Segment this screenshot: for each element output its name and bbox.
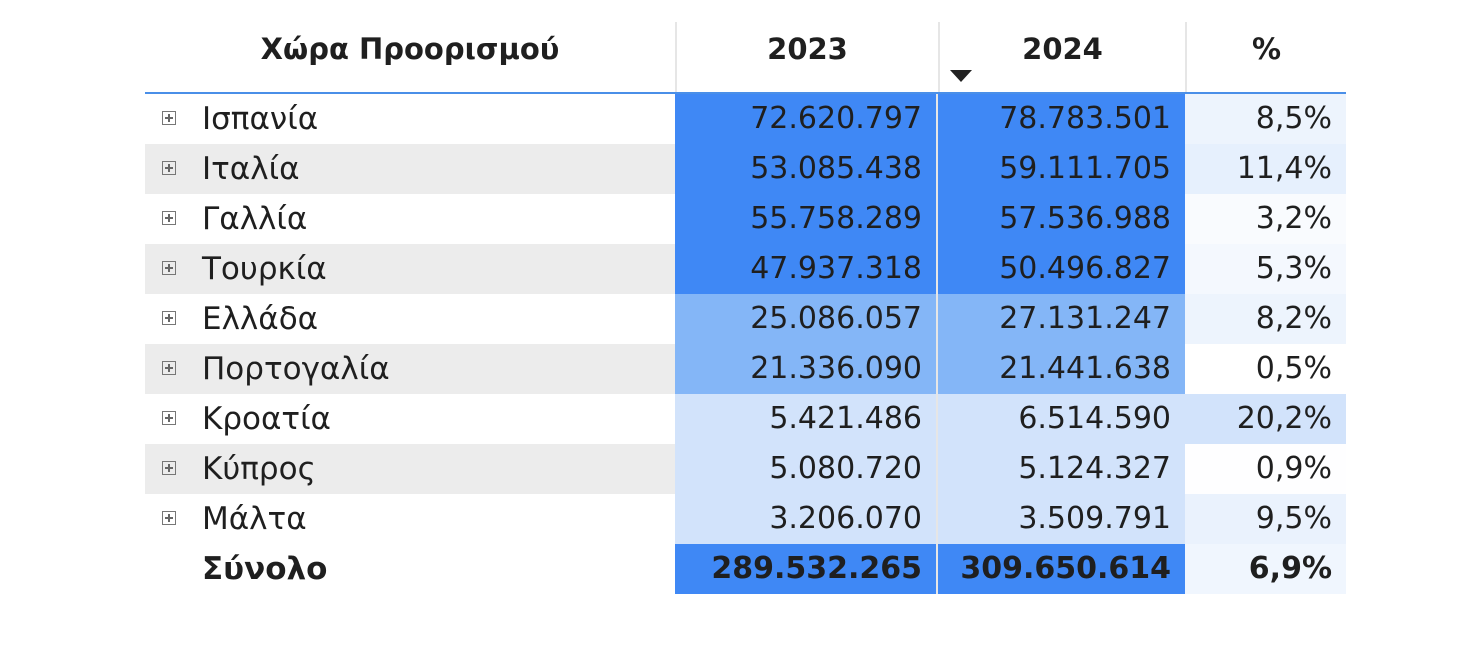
value-2024-cell: 59.111.705: [938, 144, 1185, 194]
total-2023-cell: 289.532.265: [675, 544, 938, 594]
total-2024-cell: 309.650.614: [938, 544, 1185, 594]
pct-change-cell: 5,3%: [1185, 244, 1346, 294]
value-2023-cell: 5.421.486: [675, 394, 938, 444]
country-cell-content: Κροατία: [145, 394, 675, 444]
country-cell-content: Τουρκία: [145, 244, 675, 294]
table-row: Κροατία 5.421.486 6.514.590 20,2%: [145, 394, 1346, 444]
value-2023-cell: 47.937.318: [675, 244, 938, 294]
country-cell: Μάλτα: [145, 494, 675, 544]
value-2024-cell: 5.124.327: [938, 444, 1185, 494]
country-cell-content: Κύπρος: [145, 444, 675, 494]
pct-change-cell: 8,2%: [1185, 294, 1346, 344]
country-cell-content: Πορτογαλία: [145, 344, 675, 394]
total-label: Σύνολο: [202, 551, 328, 587]
expand-icon[interactable]: [162, 111, 176, 125]
value-2024-cell: 27.131.247: [938, 294, 1185, 344]
expand-icon[interactable]: [162, 511, 176, 525]
expand-icon[interactable]: [162, 461, 176, 475]
country-cell: Ιταλία: [145, 144, 675, 194]
value-2024-cell: 6.514.590: [938, 394, 1185, 444]
table-row: Ιταλία 53.085.438 59.111.705 11,4%: [145, 144, 1346, 194]
column-header-2024[interactable]: 2024: [938, 22, 1185, 92]
country-cell-content: Ισπανία: [145, 94, 675, 144]
header-row: Χώρα Προορισμού 2023 2024 %: [145, 22, 1346, 94]
value-2024-cell: 78.783.501: [938, 94, 1185, 144]
expand-icon[interactable]: [162, 261, 176, 275]
country-cell-content: Μάλτα: [145, 494, 675, 544]
country-label: Μάλτα: [202, 501, 307, 537]
column-header-country[interactable]: Χώρα Προορισμού: [260, 32, 560, 66]
country-cell: Ισπανία: [145, 94, 675, 144]
table-row: Κύπρος 5.080.720 5.124.327 0,9%: [145, 444, 1346, 494]
country-label: Γαλλία: [202, 201, 308, 237]
value-2023-cell: 21.336.090: [675, 344, 938, 394]
country-cell: Κροατία: [145, 394, 675, 444]
country-label: Κροατία: [202, 401, 331, 437]
expand-icon[interactable]: [162, 161, 176, 175]
total-row: Σύνολο 289.532.265 309.650.614 6,9%: [145, 544, 1346, 594]
country-label: Ιταλία: [202, 151, 300, 187]
table-row: Ισπανία 72.620.797 78.783.501 8,5%: [145, 94, 1346, 144]
pct-change-cell: 0,9%: [1185, 444, 1346, 494]
value-2023-cell: 55.758.289: [675, 194, 938, 244]
expand-icon[interactable]: [162, 211, 176, 225]
value-2023-cell: 72.620.797: [675, 94, 938, 144]
value-2024-cell: 3.509.791: [938, 494, 1185, 544]
pct-change-cell: 11,4%: [1185, 144, 1346, 194]
pct-change-cell: 8,5%: [1185, 94, 1346, 144]
country-label: Πορτογαλία: [202, 351, 390, 387]
pct-change-cell: 3,2%: [1185, 194, 1346, 244]
country-label: Ισπανία: [202, 101, 319, 137]
table-row: Ελλάδα 25.086.057 27.131.247 8,2%: [145, 294, 1346, 344]
country-cell-content: Γαλλία: [145, 194, 675, 244]
column-header-2023[interactable]: 2023: [675, 22, 938, 92]
value-2023-cell: 53.085.438: [675, 144, 938, 194]
table-row: Τουρκία 47.937.318 50.496.827 5,3%: [145, 244, 1346, 294]
country-cell: Ελλάδα: [145, 294, 675, 344]
value-2023-cell: 5.080.720: [675, 444, 938, 494]
total-pct-cell: 6,9%: [1185, 544, 1346, 594]
sort-desc-icon[interactable]: [950, 70, 972, 82]
country-label: Ελλάδα: [202, 301, 319, 337]
country-cell: Πορτογαλία: [145, 344, 675, 394]
total-label-cell: Σύνολο: [145, 544, 675, 594]
country-cell: Κύπρος: [145, 444, 675, 494]
country-label: Κύπρος: [202, 451, 316, 487]
table-row: Γαλλία 55.758.289 57.536.988 3,2%: [145, 194, 1346, 244]
pct-change-cell: 9,5%: [1185, 494, 1346, 544]
country-cell-content: Ελλάδα: [145, 294, 675, 344]
value-2024-cell: 21.441.638: [938, 344, 1185, 394]
country-cell-content: Ιταλία: [145, 144, 675, 194]
value-2023-cell: 25.086.057: [675, 294, 938, 344]
matrix-table: Χώρα Προορισμού 2023 2024 % Ισπανία 72.62…: [145, 22, 1346, 594]
expand-icon[interactable]: [162, 411, 176, 425]
pct-change-cell: 0,5%: [1185, 344, 1346, 394]
column-header-2024-label: 2024: [1022, 32, 1103, 66]
value-2024-cell: 50.496.827: [938, 244, 1185, 294]
expand-icon[interactable]: [162, 361, 176, 375]
table-row: Πορτογαλία 21.336.090 21.441.638 0,5%: [145, 344, 1346, 394]
country-label: Τουρκία: [202, 251, 327, 287]
value-2023-cell: 3.206.070: [675, 494, 938, 544]
column-header-pct[interactable]: %: [1185, 22, 1346, 92]
country-cell: Τουρκία: [145, 244, 675, 294]
table-row: Μάλτα 3.206.070 3.509.791 9,5%: [145, 494, 1346, 544]
pct-change-cell: 20,2%: [1185, 394, 1346, 444]
value-2024-cell: 57.536.988: [938, 194, 1185, 244]
country-cell: Γαλλία: [145, 194, 675, 244]
expand-icon[interactable]: [162, 311, 176, 325]
table-body: Ισπανία 72.620.797 78.783.501 8,5% Ιταλία 53.…: [145, 94, 1346, 594]
